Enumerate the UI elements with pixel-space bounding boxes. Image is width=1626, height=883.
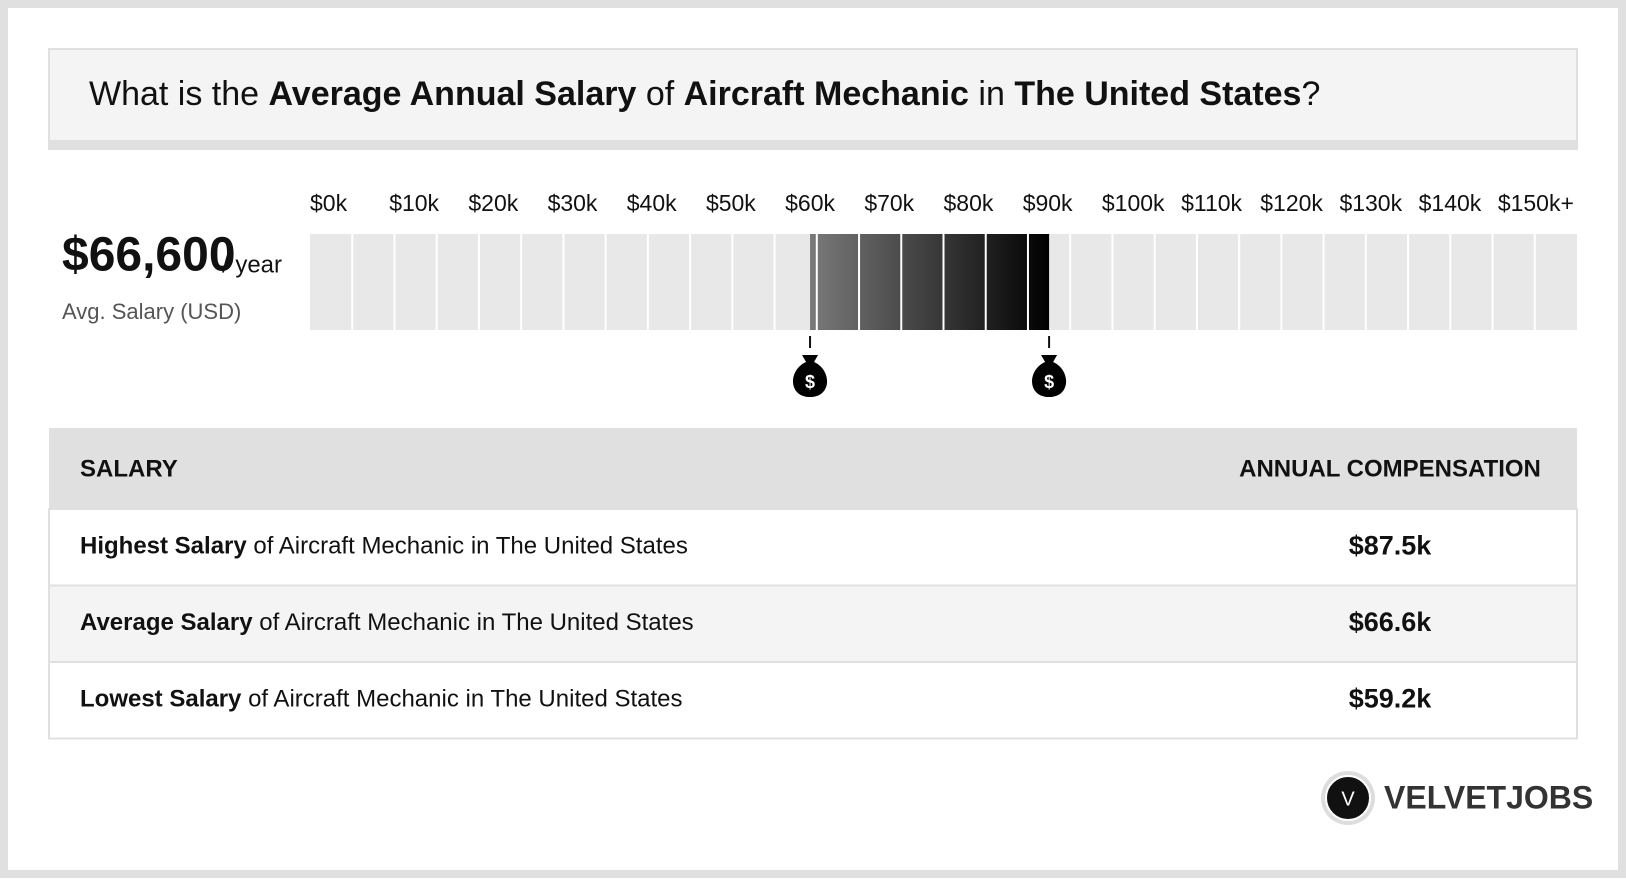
- title-part: The United States: [1014, 75, 1301, 113]
- header-underline: [48, 140, 1578, 149]
- avg-period: / year: [222, 251, 282, 278]
- row-label-bold: Highest Salary: [80, 533, 247, 560]
- table-header: [49, 428, 1577, 509]
- title-part: Aircraft Mechanic: [684, 75, 969, 113]
- x-tick-label: $130k: [1339, 190, 1402, 216]
- x-tick-label: $110k: [1181, 190, 1242, 216]
- title-part: of: [636, 75, 683, 113]
- x-tick-label: $120k: [1260, 190, 1323, 216]
- x-tick-label: $90k: [1023, 190, 1073, 216]
- x-tick-label: $140k: [1419, 190, 1482, 216]
- row-label-rest: of Aircraft Mechanic in The United State…: [241, 686, 682, 713]
- row-label-bold: Lowest Salary: [80, 686, 242, 713]
- salary-range: [810, 234, 1050, 330]
- x-tick-label: $150k+: [1498, 190, 1574, 216]
- x-tick-label: $0k: [310, 190, 348, 216]
- row-label: Lowest Salary of Aircraft Mechanic in Th…: [80, 686, 683, 713]
- table-row: [48, 661, 1578, 740]
- row-label-bold: Average Salary: [80, 609, 253, 636]
- x-tick-label: $20k: [468, 190, 518, 216]
- money-bag: [793, 355, 828, 397]
- range-chart: $0k $10k $20k $30k $40k $50k $60k $70k $80k $90k $…: [310, 190, 1577, 397]
- x-tick-label: $10k: [389, 190, 439, 216]
- x-tick-label: $80k: [944, 190, 994, 216]
- logo-name: VELVETJOBS: [1384, 779, 1593, 815]
- table-body: Highest Salary of Aircraft Mechanic in T…: [48, 508, 1578, 740]
- avg-caption: Avg. Salary (USD): [62, 299, 241, 324]
- table-header-cell: ANNUAL COMPENSATION: [1239, 455, 1541, 482]
- x-tick-label: $40k: [627, 190, 677, 216]
- row-label-rest: of Aircraft Mechanic in The United State…: [253, 609, 694, 636]
- table-row: [48, 584, 1578, 663]
- title-part: ?: [1301, 75, 1320, 113]
- x-tick-label: $50k: [706, 190, 756, 216]
- row-value: $87.5k: [1349, 530, 1433, 560]
- row-value: $66.6k: [1349, 607, 1433, 637]
- money-bag-symbol: $: [805, 372, 815, 392]
- row-value: $59.2k: [1349, 683, 1433, 713]
- money-bag: [1032, 355, 1067, 397]
- title-part: What is the: [89, 75, 269, 113]
- table-header-cell: SALARY: [80, 455, 178, 482]
- row-label-rest: of Aircraft Mechanic in The United State…: [247, 533, 688, 560]
- money-bag-symbol: $: [1044, 372, 1054, 392]
- x-tick-label: $70k: [864, 190, 914, 216]
- row-label: Highest Salary of Aircraft Mechanic in T…: [80, 533, 688, 560]
- title-part: Average Annual Salary: [269, 75, 637, 113]
- avg-amount: $66,600: [62, 229, 236, 282]
- title: What is the Average Annual Salary of Air…: [89, 75, 1320, 113]
- table-row: [48, 508, 1578, 587]
- x-tick-label: $60k: [785, 190, 835, 216]
- logo-letter: V: [1341, 788, 1355, 810]
- row-label: Average Salary of Aircraft Mechanic in T…: [80, 609, 694, 636]
- x-tick-label: $30k: [548, 190, 598, 216]
- x-tick-label: $100k: [1102, 190, 1165, 216]
- title-part: in: [969, 75, 1014, 113]
- logo-circle: [1325, 775, 1371, 821]
